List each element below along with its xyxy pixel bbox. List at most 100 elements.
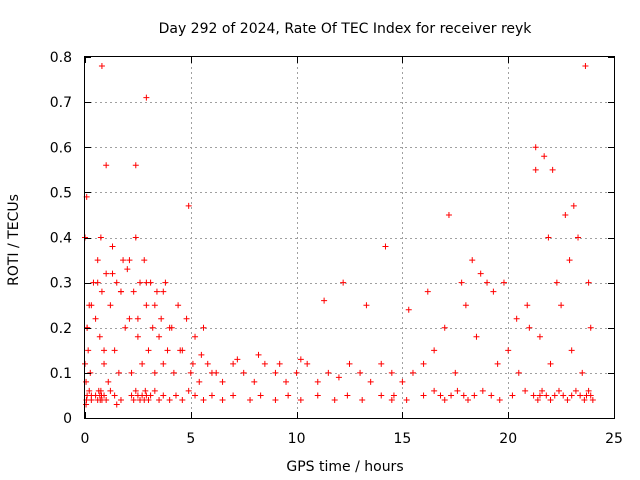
- data-point: [143, 94, 150, 101]
- data-point: [469, 257, 476, 264]
- data-point: [113, 279, 120, 286]
- data-point: [490, 288, 497, 295]
- data-point: [378, 392, 385, 399]
- data-point: [134, 315, 141, 322]
- data-point: [577, 392, 584, 399]
- data-point: [132, 162, 139, 169]
- data-point: [314, 392, 321, 399]
- data-point: [505, 347, 512, 354]
- data-point: [477, 270, 484, 277]
- data-point: [257, 392, 264, 399]
- data-point: [85, 347, 92, 354]
- data-point: [143, 279, 150, 286]
- data-point: [143, 302, 150, 309]
- data-point: [335, 374, 342, 381]
- data-point: [185, 202, 192, 209]
- data-point: [170, 369, 177, 376]
- data-point: [581, 396, 588, 403]
- y-tick-label: 0.5: [50, 185, 72, 201]
- data-point: [543, 392, 550, 399]
- data-point: [109, 243, 116, 250]
- data-point: [230, 392, 237, 399]
- x-tick-label: 25: [605, 431, 623, 447]
- data-point: [325, 369, 332, 376]
- x-tick-label: 10: [288, 431, 306, 447]
- data-point: [293, 369, 300, 376]
- data-point: [500, 279, 507, 286]
- data-point: [566, 257, 573, 264]
- data-point: [513, 315, 520, 322]
- data-point: [570, 202, 577, 209]
- data-point: [462, 302, 469, 309]
- data-point: [344, 392, 351, 399]
- data-point: [103, 396, 110, 403]
- x-tick-label: 20: [499, 431, 517, 447]
- data-point: [526, 324, 533, 331]
- data-point: [297, 396, 304, 403]
- data-point: [151, 302, 158, 309]
- data-point: [560, 392, 567, 399]
- data-point: [558, 302, 565, 309]
- x-axis-title: GPS time / hours: [286, 459, 403, 475]
- data-point: [122, 324, 129, 331]
- y-tick-label: 0.3: [50, 276, 72, 292]
- y-tick-label: 0.7: [50, 95, 72, 111]
- data-point: [162, 279, 169, 286]
- data-point: [582, 63, 589, 70]
- data-point: [151, 369, 158, 376]
- data-point: [101, 360, 108, 367]
- data-point: [405, 306, 412, 313]
- data-point: [128, 392, 135, 399]
- data-point: [536, 392, 543, 399]
- data-point: [92, 315, 99, 322]
- data-point: [208, 392, 215, 399]
- data-point: [88, 302, 95, 309]
- data-point: [420, 360, 427, 367]
- data-point: [579, 369, 586, 376]
- data-point: [409, 369, 416, 376]
- x-tick-label: 5: [186, 431, 195, 447]
- data-point: [437, 392, 444, 399]
- data-point: [494, 360, 501, 367]
- y-tick-label: 0.8: [50, 50, 72, 66]
- data-point: [96, 333, 103, 340]
- data-point: [357, 369, 364, 376]
- data-point: [473, 333, 480, 340]
- data-point: [111, 347, 118, 354]
- data-point: [424, 288, 431, 295]
- data-point: [589, 396, 596, 403]
- data-point: [219, 378, 226, 385]
- data-point: [272, 396, 279, 403]
- data-point: [484, 279, 491, 286]
- data-point: [321, 297, 328, 304]
- data-point: [441, 396, 448, 403]
- x-tick-label: 0: [81, 431, 90, 447]
- data-point: [120, 257, 127, 264]
- data-point: [187, 369, 194, 376]
- data-point: [166, 396, 173, 403]
- data-point: [382, 243, 389, 250]
- data-point: [97, 387, 104, 394]
- data-point: [160, 360, 167, 367]
- data-point: [145, 347, 152, 354]
- data-point: [363, 302, 370, 309]
- data-point: [88, 396, 95, 403]
- data-point: [160, 288, 167, 295]
- data-point: [97, 234, 104, 241]
- data-point: [378, 360, 385, 367]
- data-point: [297, 356, 304, 363]
- data-point: [448, 392, 455, 399]
- data-point: [331, 396, 338, 403]
- data-point: [553, 279, 560, 286]
- data-point: [128, 369, 135, 376]
- data-point: [388, 396, 395, 403]
- data-point: [189, 360, 196, 367]
- data-point: [113, 401, 120, 408]
- data-point: [172, 392, 179, 399]
- data-point: [304, 360, 311, 367]
- data-point: [247, 396, 254, 403]
- data-point: [117, 396, 124, 403]
- data-point: [524, 302, 531, 309]
- data-point: [458, 279, 465, 286]
